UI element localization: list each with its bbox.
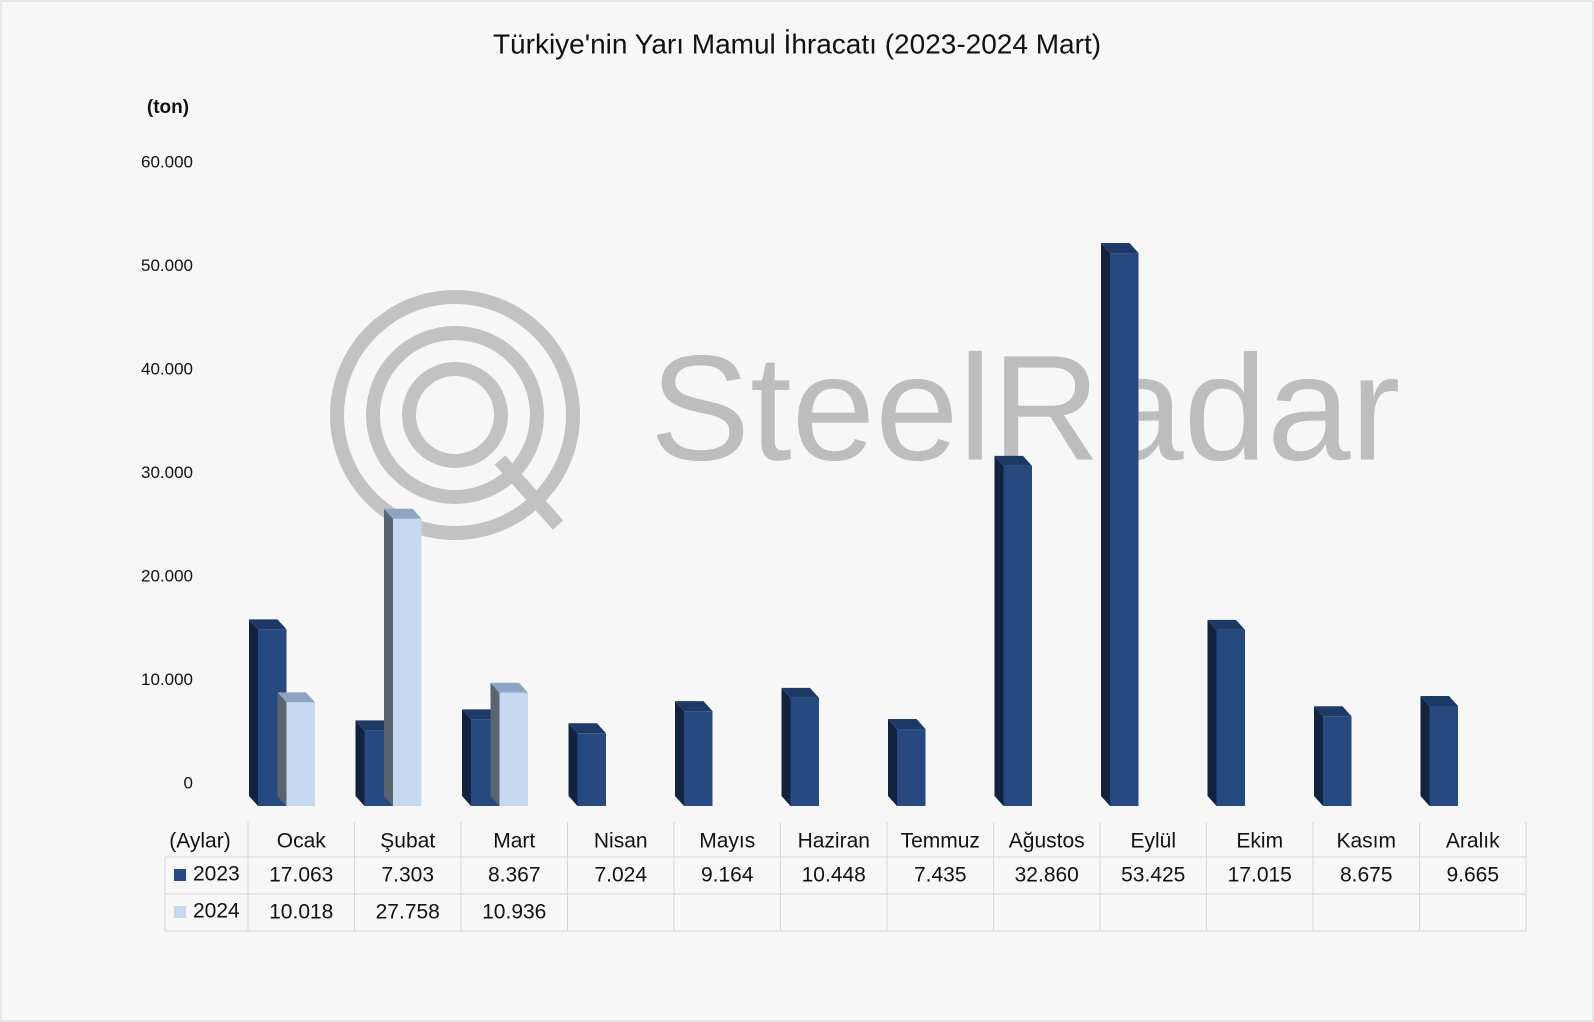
bar [1110,253,1139,806]
y-tick-label: 20.000 [141,566,193,585]
bar-side [568,723,578,806]
value-label: 32.860 [1015,864,1079,887]
bar-side [355,720,365,806]
bar-side [1314,706,1323,806]
x-tick-label: Eylül [1130,830,1176,853]
x-tick-label: Kasım [1336,830,1396,853]
bar-top [355,720,393,731]
bar [393,518,422,806]
x-tick-label: Haziran [798,830,870,853]
y-tick-label: 10.000 [141,670,193,689]
bar [790,697,819,806]
bar [684,711,713,806]
watermark-logo [330,290,580,540]
bar-side [249,619,258,806]
value-label: 17.015 [1228,864,1292,887]
bar [1429,705,1458,806]
bar-top [1420,695,1458,706]
value-label: 9.665 [1446,864,1499,887]
bar [499,692,528,806]
x-tick-label: Ocak [277,830,327,853]
bar-top [675,701,713,712]
bar-top [994,455,1032,466]
bar [1216,629,1245,806]
bar-side [781,687,791,806]
y-tick-label: 60.000 [141,152,193,171]
value-label: 7.303 [381,864,434,887]
x-tick-label: Mart [493,830,535,853]
bar [1003,465,1032,806]
bar-side [888,719,897,806]
bar-top [781,687,819,698]
bar-top [888,719,926,730]
bar-top [490,682,528,693]
value-label: 27.758 [376,901,440,924]
bar-side [277,692,287,806]
bar-side [675,701,684,806]
value-label: 7.024 [594,864,647,887]
x-axis-label: (Aylar) [169,830,230,853]
bar [1323,716,1352,806]
bar-side [1101,243,1110,806]
bar-top [1314,706,1352,717]
value-label: 53.425 [1121,864,1185,887]
value-label: 9.164 [701,864,754,887]
bar-top [568,723,606,734]
value-label: 8.367 [488,864,541,887]
bar-side [994,455,1004,806]
bar-side [462,709,471,806]
bar-top [1101,243,1139,254]
value-label: 17.063 [269,864,333,887]
x-tick-label: Ekim [1236,830,1283,853]
value-label: 7.435 [914,864,967,887]
x-tick-label: Şubat [380,830,435,853]
value-label: 10.448 [802,864,866,887]
value-label: 10.936 [482,901,546,924]
x-tick-label: Aralık [1446,830,1500,853]
bar [286,702,315,806]
y-axis-label: (ton) [147,97,189,118]
legend-label: 2023 [193,863,240,886]
bar-top [249,619,287,630]
y-tick-label: 30.000 [141,463,193,482]
x-tick-label: Temmuz [901,830,980,853]
bar-side [384,508,393,806]
bar-side [490,682,500,806]
x-tick-label: Nisan [594,830,648,853]
chart-title: Türkiye'nin Yarı Mamul İhracatı (2023-20… [493,28,1101,59]
value-label: 10.018 [269,901,333,924]
legend-swatch [174,869,186,881]
value-label: 8.675 [1340,864,1393,887]
bar [897,729,926,806]
legend-label: 2024 [193,900,240,923]
bar-top [277,692,315,703]
bar-top [462,709,500,720]
y-tick-label: 40.000 [141,359,193,378]
legend-swatch [174,906,186,918]
bar [577,733,606,806]
bar-top [1207,619,1245,630]
bar-side [1207,619,1217,806]
bar-top [384,508,422,519]
x-tick-label: Mayıs [699,830,755,853]
y-tick-label: 50.000 [141,256,193,275]
y-tick-label: 0 [184,773,193,792]
bar-side [1420,695,1430,806]
x-tick-label: Ağustos [1009,830,1085,853]
